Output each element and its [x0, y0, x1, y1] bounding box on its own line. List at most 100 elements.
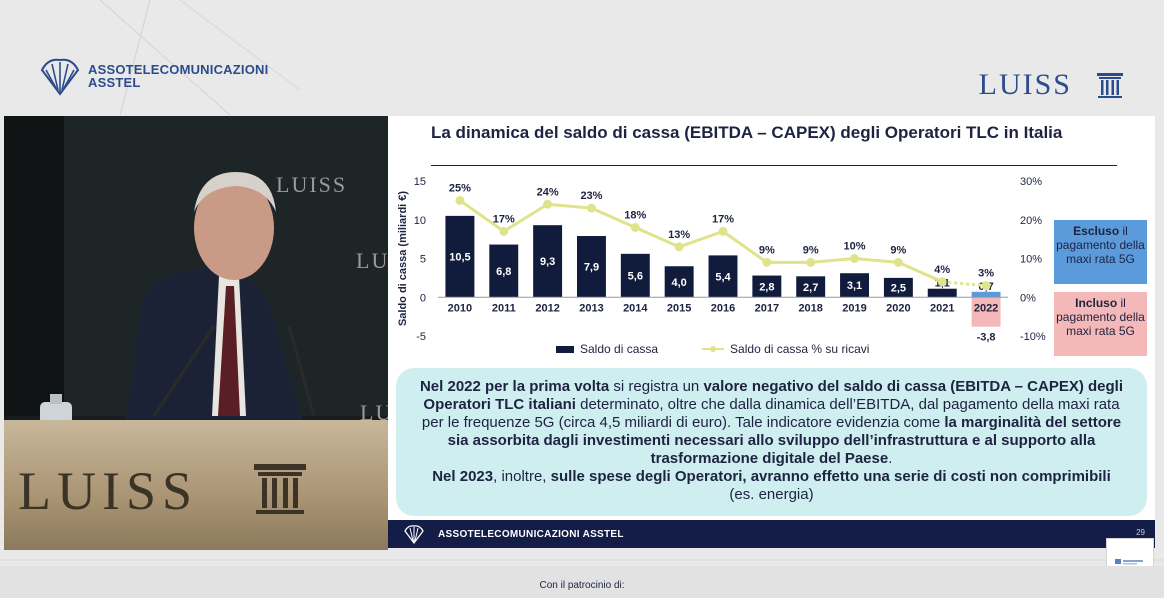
x-tick-label: 2020	[886, 302, 910, 314]
legend-line-label: Saldo di cassa % su ricavi	[730, 342, 870, 356]
note-bold-5: sulle spese degli Operatori, avranno eff…	[550, 468, 1111, 485]
note-bold-3: la marginalità del settore sia assorbita…	[447, 414, 1122, 467]
x-tick-label: 2021	[930, 302, 954, 314]
line-value-label: 24%	[537, 186, 559, 198]
line-point	[718, 226, 728, 236]
bar-2016	[708, 255, 738, 298]
legend-line-swatch	[702, 345, 725, 353]
y2-tick-label: 0%	[1020, 292, 1036, 304]
line-series	[459, 199, 943, 284]
line-value-label: 23%	[580, 190, 602, 202]
commentary-box: Nel 2022 per la prima volta si registra …	[396, 368, 1147, 516]
line-value-label: 25%	[449, 182, 471, 194]
org-name-line2: ASSTEL	[88, 75, 141, 90]
bar-2015	[664, 266, 694, 298]
title-divider	[431, 165, 1117, 166]
note-text-3: .	[888, 450, 893, 467]
bar-value-label: 6,8	[496, 266, 511, 278]
bar-2020	[883, 277, 913, 298]
line-value-label: 10%	[844, 241, 866, 253]
bar-value-label: 5,4	[715, 271, 731, 283]
legend-item-bar: Saldo di cassa	[556, 342, 658, 356]
x-tick-label: 2013	[579, 302, 603, 314]
luiss-wordmark: LUISS	[978, 68, 1072, 101]
box-excluded-bold: Escluso	[1073, 224, 1120, 238]
bar-value-label: 9,3	[540, 256, 555, 268]
line-point	[455, 195, 465, 205]
bar-value-label: 2,5	[891, 283, 906, 295]
line-value-label: 17%	[493, 213, 515, 225]
line-point	[806, 257, 816, 267]
line-point	[499, 226, 509, 236]
note-text-2: determinato, oltre che dalla dinamica de…	[421, 396, 1120, 431]
line-value-label: 9%	[759, 244, 775, 256]
shell-logo-icon	[40, 58, 80, 96]
bar-value-label: 10,5	[449, 252, 470, 264]
bar-value-label: 7,9	[584, 262, 599, 274]
bar-2018	[796, 276, 826, 298]
note-text-4: , inoltre,	[493, 468, 551, 485]
box-excluded-text: il pagamento della maxi rata 5G	[1056, 224, 1145, 266]
podium-column-icon	[254, 464, 306, 514]
x-tick-label: 2011	[492, 302, 516, 314]
note-bold-1: Nel 2022 per la prima volta	[419, 378, 610, 395]
line-value-label: 18%	[624, 210, 646, 222]
x-tick-label: 2014	[623, 302, 648, 314]
y-tick-label: 0	[420, 292, 426, 304]
line-value-label: 4%	[934, 264, 950, 276]
line-point	[981, 281, 991, 291]
presentation-slide: La dinamica del saldo di cassa (EBITDA –…	[388, 116, 1155, 548]
bar-2021	[927, 288, 957, 298]
wall-luiss-text-1: LUISS	[276, 172, 348, 197]
x-tick-label: 2016	[711, 302, 735, 314]
legend-bar-swatch	[556, 345, 574, 353]
commentary-paragraph-1: Nel 2022 per la prima volta si registra …	[418, 378, 1125, 468]
bar-value-label: 2,7	[803, 282, 818, 294]
legend-item-line: Saldo di cassa % su ricavi	[702, 342, 869, 356]
slide-title: La dinamica del saldo di cassa (EBITDA –…	[431, 123, 1063, 142]
bar-2012	[533, 225, 563, 298]
y-tick-label: -5	[416, 331, 426, 343]
bar-2014	[620, 253, 650, 298]
line-point	[850, 254, 860, 263]
y2-tick-label: 30%	[1020, 176, 1042, 188]
bar-2022	[971, 291, 1001, 298]
line-value-label: 13%	[668, 229, 690, 241]
slide-footer: ASSOTELECOMUNICAZIONI ASSTEL 29	[388, 520, 1155, 548]
line-series-dashed	[942, 280, 987, 288]
legend-bar-label: Saldo di cassa	[580, 342, 659, 356]
line-point	[762, 257, 772, 267]
bar-value-label: 2,8	[759, 281, 774, 293]
box-included-bold: Incluso	[1075, 296, 1118, 310]
note-text-5: (es. energia)	[729, 486, 814, 503]
luiss-logo: LUISS	[979, 68, 1124, 102]
y-tick-label: 15	[414, 176, 426, 188]
y2-tick-label: 10%	[1020, 254, 1042, 266]
bar-2022-negative	[971, 297, 1001, 327]
sponsor-logo-icon	[1115, 559, 1143, 565]
bottom-bar	[0, 566, 1164, 598]
bar-2011	[489, 244, 519, 298]
y-axis-label: Saldo di cassa (miliardi €)	[397, 191, 409, 326]
podium: LUISS	[4, 420, 388, 550]
cash-balance-chart: Saldo di cassa (miliardi €) 15 10 5 0 -5 30% 20…	[397, 176, 1046, 344]
y-tick-label: 5	[420, 254, 426, 266]
bar-2019	[840, 273, 870, 298]
podium-luiss-text: LUISS	[18, 461, 199, 521]
note-text-1: si registra un	[609, 378, 704, 395]
box-included-text: il pagamento della maxi rata 5G	[1056, 296, 1145, 338]
line-value-label: 9%	[803, 244, 819, 256]
bar-value-label: 5,6	[628, 271, 643, 283]
note-bold-2: valore negativo del saldo di cassa (EBIT…	[423, 378, 1124, 413]
footer-org-name: ASSOTELECOMUNICAZIONI ASSTEL	[438, 528, 624, 540]
patronage-label: Con il patrocinio di:	[539, 580, 625, 591]
commentary-paragraph-2: Nel 2023, inoltre, sulle spese degli Ope…	[418, 468, 1125, 504]
y2-tick-label: 20%	[1020, 215, 1042, 227]
line-point	[937, 277, 947, 287]
assotelecomunicazioni-logo: ASSOTELECOMUNICAZIONI ASSTEL	[38, 56, 268, 96]
line-value-label: 9%	[890, 244, 906, 256]
line-value-label: 3%	[978, 268, 994, 280]
box-excluded-5g: Escluso il pagamento della maxi rata 5G	[1054, 220, 1147, 284]
column-icon	[1097, 73, 1123, 98]
x-tick-label: 2019	[842, 302, 866, 314]
